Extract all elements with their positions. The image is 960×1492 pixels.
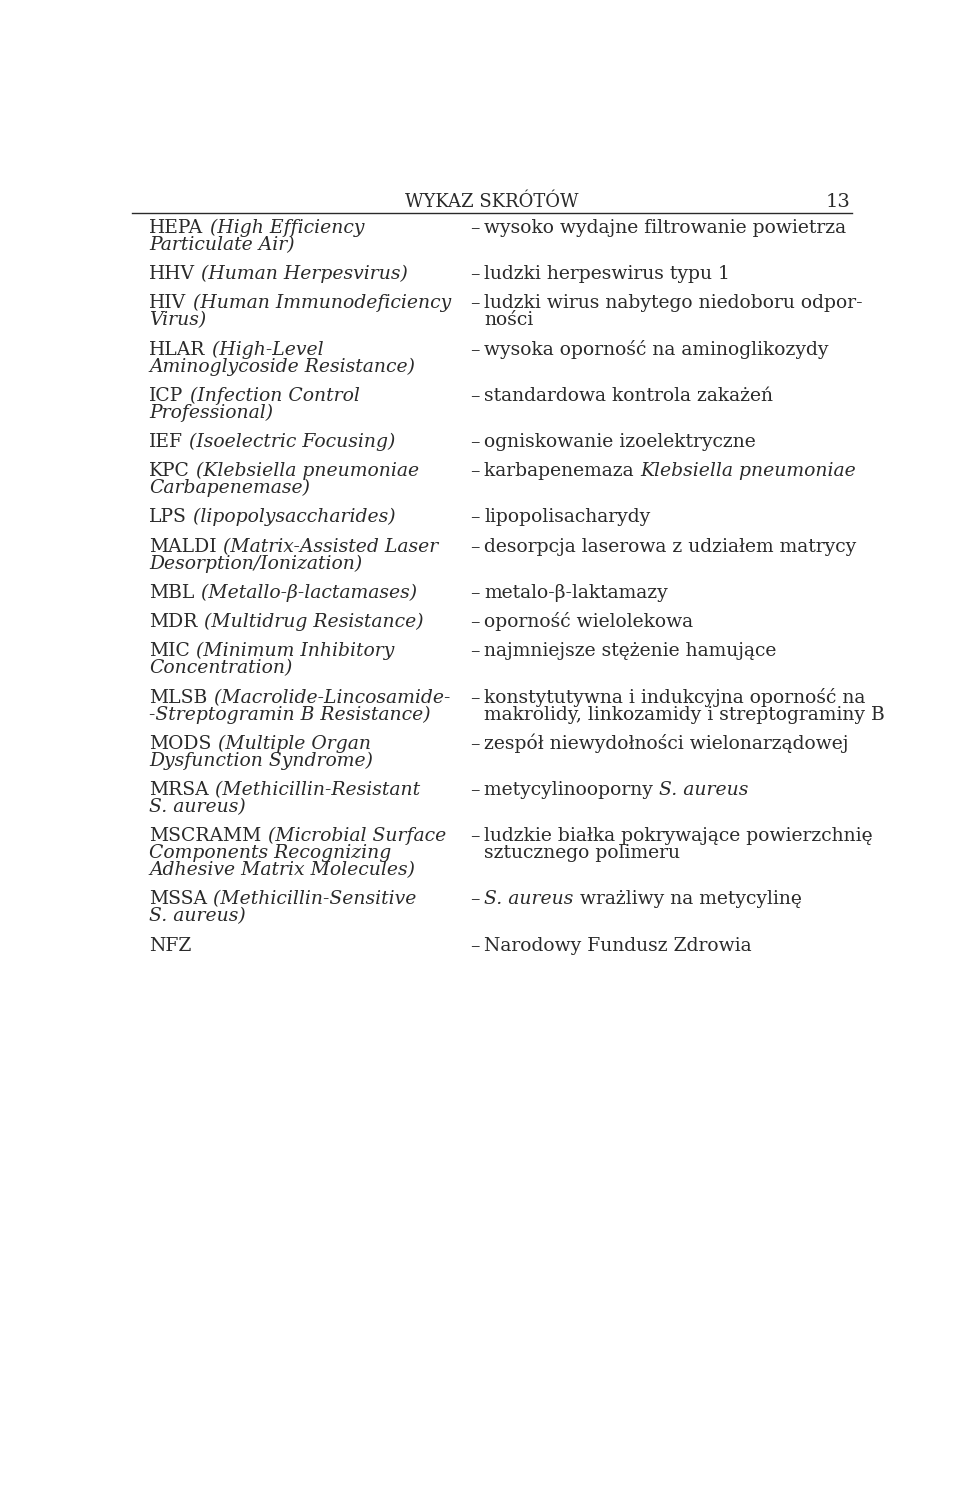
Text: (lipopolysaccharides): (lipopolysaccharides) [187,509,396,527]
Text: oporność wielolekowa: oporność wielolekowa [484,612,693,631]
Text: Carbapenemase): Carbapenemase) [150,479,310,497]
Text: najmniejsze stężenie hamujące: najmniejsze stężenie hamujące [484,643,777,661]
Text: Adhesive Matrix Molecules): Adhesive Matrix Molecules) [150,861,416,879]
Text: Klebsiella pneumoniae: Klebsiella pneumoniae [640,463,855,480]
Text: (Infection Control: (Infection Control [183,386,360,404]
Text: (Methicillin-Resistant: (Methicillin-Resistant [209,780,420,800]
Text: –: – [470,294,480,312]
Text: MIC: MIC [150,643,190,661]
Text: –: – [470,509,480,527]
Text: (Isoelectric Focusing): (Isoelectric Focusing) [183,433,396,451]
Text: 13: 13 [826,192,851,210]
Text: (Macrolide-Lincosamide-: (Macrolide-Lincosamide- [207,689,450,707]
Text: –: – [470,736,480,753]
Text: Particulate Air): Particulate Air) [150,236,295,254]
Text: wysoka oporność na aminoglikozydy: wysoka oporność na aminoglikozydy [484,340,828,358]
Text: HIV: HIV [150,294,186,312]
Text: Aminoglycoside Resistance): Aminoglycoside Resistance) [150,357,416,376]
Text: –: – [470,827,480,846]
Text: MBL: MBL [150,583,195,601]
Text: lipopolisacharydy: lipopolisacharydy [484,509,651,527]
Text: –: – [470,583,480,601]
Text: (Minimum Inhibitory: (Minimum Inhibitory [190,642,395,661]
Text: HEPA: HEPA [150,219,204,237]
Text: Dysfunction Syndrome): Dysfunction Syndrome) [150,752,373,770]
Text: –: – [470,266,480,283]
Text: Concentration): Concentration) [150,659,293,677]
Text: Desorption/Ionization): Desorption/Ionization) [150,555,363,573]
Text: –: – [470,340,480,358]
Text: –: – [470,386,480,404]
Text: –: – [470,433,480,451]
Text: zespół niewydołności wielonarządowej: zespół niewydołności wielonarządowej [484,734,849,753]
Text: MSSA: MSSA [150,891,207,909]
Text: Narodowy Fundusz Zdrowia: Narodowy Fundusz Zdrowia [484,937,752,955]
Text: makrolidy, linkozamidy i streptograminy B: makrolidy, linkozamidy i streptograminy … [484,706,885,724]
Text: ności: ności [484,312,534,330]
Text: ludzki herpeswirus typu 1: ludzki herpeswirus typu 1 [484,266,731,283]
Text: desorpcja laserowa z udziałem matrycy: desorpcja laserowa z udziałem matrycy [484,537,856,555]
Text: (Microbial Surface: (Microbial Surface [262,827,446,846]
Text: KPC: KPC [150,463,190,480]
Text: (Metallo-β-lactamases): (Metallo-β-lactamases) [195,583,417,601]
Text: Components Recognizing: Components Recognizing [150,844,392,862]
Text: –: – [470,891,480,909]
Text: HLAR: HLAR [150,340,205,358]
Text: –: – [470,643,480,661]
Text: (Matrix-Assisted Laser: (Matrix-Assisted Laser [217,537,439,555]
Text: (Human Herpesvirus): (Human Herpesvirus) [196,266,408,283]
Text: ICP: ICP [150,386,183,404]
Text: –: – [470,613,480,631]
Text: MLSB: MLSB [150,689,207,707]
Text: –: – [470,780,480,800]
Text: –: – [470,463,480,480]
Text: ogniskowanie izoelektryczne: ogniskowanie izoelektryczne [484,433,756,451]
Text: metycylinooporny: metycylinooporny [484,780,660,800]
Text: Virus): Virus) [150,312,206,330]
Text: (High-Level: (High-Level [205,340,324,358]
Text: MALDI: MALDI [150,537,217,555]
Text: S. aureus: S. aureus [484,891,574,909]
Text: –: – [470,937,480,955]
Text: wrażliwy na metycylinę: wrażliwy na metycylinę [574,891,802,909]
Text: (Klebsiella pneumoniae: (Klebsiella pneumoniae [190,463,420,480]
Text: –: – [470,537,480,555]
Text: standardowa kontrola zakażeń: standardowa kontrola zakażeń [484,386,773,404]
Text: S. aureus: S. aureus [660,780,749,800]
Text: karbapenemaza: karbapenemaza [484,463,640,480]
Text: ludzki wirus nabytego niedoboru odpor-: ludzki wirus nabytego niedoboru odpor- [484,294,863,312]
Text: WYKAZ SKRÓTÓW: WYKAZ SKRÓTÓW [405,192,579,210]
Text: ludzkie białka pokrywające powierzchnię: ludzkie białka pokrywające powierzchnię [484,827,873,846]
Text: (Multiple Organ: (Multiple Organ [212,734,371,753]
Text: LPS: LPS [150,509,187,527]
Text: MODS: MODS [150,736,212,753]
Text: MSCRAMM: MSCRAMM [150,827,262,846]
Text: MDR: MDR [150,613,198,631]
Text: IEF: IEF [150,433,183,451]
Text: sztucznego polimeru: sztucznego polimeru [484,844,681,862]
Text: (Multidrug Resistance): (Multidrug Resistance) [198,613,423,631]
Text: NFZ: NFZ [150,937,192,955]
Text: konstytutywna i indukcyjna oporność na: konstytutywna i indukcyjna oporność na [484,688,866,707]
Text: –: – [470,219,480,237]
Text: –: – [470,689,480,707]
Text: MRSA: MRSA [150,780,209,800]
Text: S. aureus): S. aureus) [150,798,246,816]
Text: S. aureus): S. aureus) [150,907,246,925]
Text: Professional): Professional) [150,403,274,422]
Text: (Methicillin-Sensitive: (Methicillin-Sensitive [207,891,417,909]
Text: metalo-β-laktamazy: metalo-β-laktamazy [484,583,668,601]
Text: HHV: HHV [150,266,196,283]
Text: -Streptogramin B Resistance): -Streptogramin B Resistance) [150,706,431,724]
Text: (Human Immunodeficiency: (Human Immunodeficiency [186,294,451,312]
Text: (High Efficiency: (High Efficiency [204,219,364,237]
Text: wysoko wydajne filtrowanie powietrza: wysoko wydajne filtrowanie powietrza [484,219,847,237]
